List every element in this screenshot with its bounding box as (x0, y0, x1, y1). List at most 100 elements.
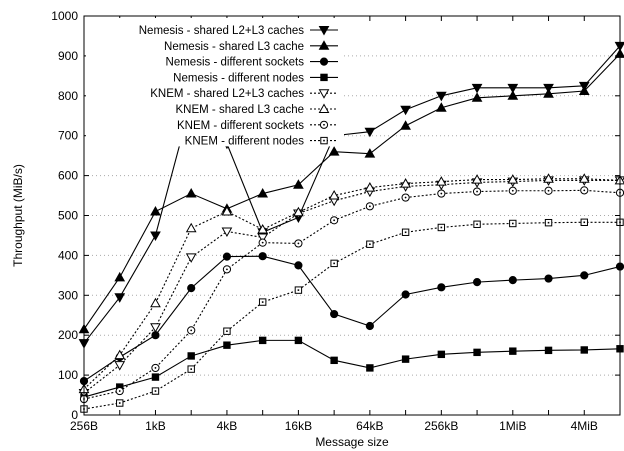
legend-label: Nemesis - different sockets (166, 57, 305, 69)
y-tick-label: 800 (58, 89, 78, 103)
y-tick-label: 500 (58, 209, 78, 223)
data-point-dot (547, 221, 550, 224)
legend-label: Nemesis - shared L2+L3 caches (139, 25, 304, 37)
data-point (221, 205, 233, 216)
x-tick-label: 1MiB (499, 419, 526, 433)
data-point (257, 188, 269, 198)
data-point (437, 283, 446, 292)
data-point (435, 91, 447, 102)
data-point-dot (547, 189, 550, 192)
legend-entry: KNEM - shared L2+L3 caches (150, 88, 338, 100)
series-7 (79, 186, 624, 404)
legend-marker (318, 40, 330, 50)
series-line (83, 255, 621, 382)
data-point-dot (404, 231, 407, 234)
legend-marker (318, 103, 330, 113)
data-point (150, 205, 161, 216)
data-point (401, 290, 410, 299)
legend-entry: KNEM - different sockets (177, 120, 338, 132)
series-line (83, 53, 621, 330)
data-point-dot (226, 268, 228, 271)
series-line (83, 189, 621, 400)
x-tick-label: 64kB (356, 419, 383, 433)
data-point (114, 361, 126, 371)
x-tick-label: 256B (70, 419, 98, 433)
y-tick-label: 100 (58, 368, 78, 382)
data-point-dot (297, 242, 300, 245)
data-point-dot (333, 262, 335, 265)
series-3 (79, 252, 624, 386)
x-tick-label: 4kB (217, 419, 238, 433)
x-axis-label: Message size (315, 435, 389, 449)
data-point (150, 323, 161, 333)
y-tick-label: 0 (71, 408, 78, 422)
data-point-dot (154, 390, 157, 392)
data-point (400, 105, 411, 116)
data-point (543, 173, 554, 183)
legend-entry: Nemesis - shared L2+L3 caches (139, 25, 338, 37)
data-point (257, 223, 269, 234)
data-point (578, 173, 590, 183)
x-tick-label: 256kB (424, 419, 458, 433)
data-point-dot (190, 329, 193, 332)
data-point (509, 347, 517, 355)
series-8 (80, 218, 624, 413)
legend-label: KNEM - different nodes (185, 136, 305, 148)
y-axis-label: Throughput (MiB/s) (11, 164, 25, 267)
legend: Nemesis - shared L2+L3 caches Nemesis - s… (86, 18, 344, 148)
legend-label: Nemesis - shared L3 cache (164, 41, 304, 53)
legend-marker (318, 26, 330, 36)
data-point (471, 92, 483, 102)
legend-label: Nemesis - different nodes (173, 72, 304, 84)
y-tick-label: 300 (58, 288, 78, 302)
data-point-dot (190, 368, 192, 370)
series-line (83, 179, 620, 394)
y-tick-label: 700 (58, 129, 78, 143)
axis-ticks: 0 100 200 300 400 500 600 700 800 900 1000 256B 1kB 4… (51, 9, 621, 433)
legend-label: KNEM - different sockets (177, 120, 304, 132)
y-tick-label: 200 (58, 328, 78, 342)
data-point-dot (333, 219, 336, 222)
data-point (293, 179, 304, 189)
series-line (83, 178, 621, 390)
data-point (330, 356, 338, 365)
data-point (185, 253, 197, 263)
data-point-dot (118, 390, 121, 392)
x-tick-label: 1kB (145, 419, 166, 433)
data-point-dot (404, 196, 407, 199)
data-point (294, 336, 303, 345)
grid-lines (84, 55, 620, 376)
legend-label: KNEM - shared L2+L3 caches (150, 88, 304, 100)
data-point (185, 188, 197, 198)
data-point-dot (440, 192, 443, 195)
data-point (507, 83, 519, 94)
series-6 (78, 173, 624, 394)
series-line (83, 339, 621, 398)
data-point-dot (261, 241, 264, 244)
x-tick-label: 16kB (285, 419, 312, 433)
data-point (187, 352, 195, 360)
data-point (578, 85, 590, 96)
data-point (507, 90, 519, 100)
series-4 (80, 336, 624, 401)
data-point (400, 178, 411, 188)
y-tick-label: 400 (58, 248, 78, 262)
y-tick-label: 900 (58, 49, 78, 63)
data-point (293, 206, 304, 217)
legend-entry: Nemesis - shared L3 cache (164, 40, 338, 53)
data-point (507, 174, 519, 184)
x-tick-label: 4MiB (571, 419, 598, 433)
data-point (222, 252, 232, 261)
data-point-dot (261, 301, 264, 303)
data-point-dot (583, 189, 586, 192)
data-point-dot (583, 221, 586, 224)
data-point-dot (368, 205, 371, 208)
data-point (151, 373, 160, 381)
data-point (437, 350, 446, 359)
data-point (435, 176, 447, 186)
data-point (258, 252, 267, 261)
legend-background (86, 18, 344, 147)
data-point-dot (369, 243, 371, 246)
data-point (472, 278, 482, 287)
data-point (543, 88, 554, 98)
